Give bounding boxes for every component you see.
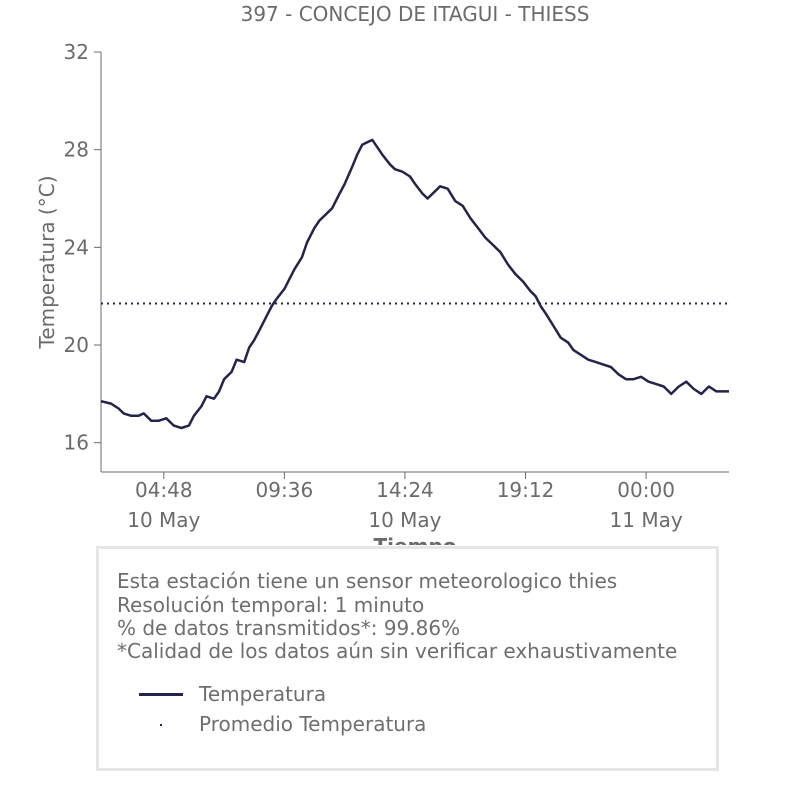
temperature-series-line [100,138,729,430]
y-tick-label: 20 [64,333,89,357]
legend-line-swatch [139,693,183,696]
x-axis-label: Tiempo [374,534,457,545]
y-tick-label: 32 [64,40,89,64]
info-line-resolution: Resolución temporal: 1 minuto [117,593,425,617]
x-tick-date-label: 10 May [127,508,200,532]
y-tick-label: 24 [64,235,89,259]
y-tick-label: 28 [64,138,89,162]
legend-label-promedio: Promedio Temperatura [199,712,427,736]
info-line-quality-note: *Calidad de los datos aún sin verificar … [117,639,678,663]
x-tick-date-label: 10 May [368,508,441,532]
info-box: Esta estación tiene un sensor meteorolog… [96,546,719,771]
y-tick-label: 16 [64,431,89,455]
x-tick-label: 04:48 [135,478,193,502]
legend-dot-swatch [160,724,162,726]
info-line-sensor: Esta estación tiene un sensor meteorolog… [117,569,618,593]
temperature-chart: 397 - CONCEJO DE ITAGUI - THIESS Tempera… [35,2,729,545]
y-axis-label: Temperatura (°C) [35,175,59,349]
chart-title: 397 - CONCEJO DE ITAGUI - THIESS [241,2,590,26]
x-tick-label: 14:24 [376,478,434,502]
legend-label-temperatura: Temperatura [199,682,327,706]
x-tick-label: 00:00 [617,478,675,502]
info-line-transmitted: % de datos transmitidos*: 99.86% [117,616,461,640]
x-tick-date-label: 11 May [610,508,683,532]
x-tick-label: 19:12 [497,478,555,502]
x-tick-label: 09:36 [256,478,314,502]
